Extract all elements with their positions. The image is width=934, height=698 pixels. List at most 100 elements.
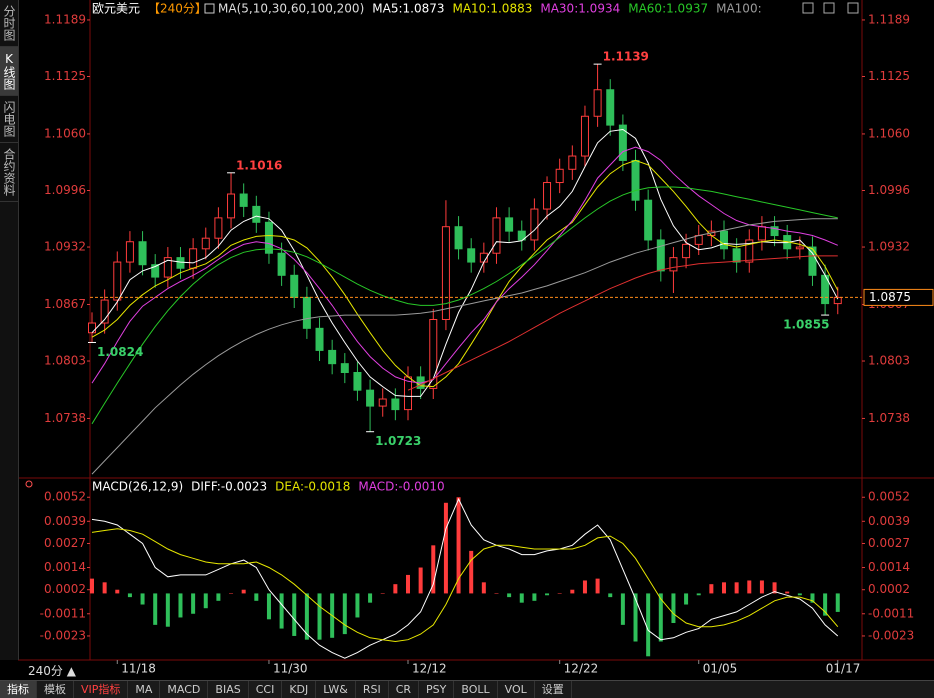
macd-bar <box>406 574 410 594</box>
low-label: 1.0723 <box>375 434 421 448</box>
toolbar-tab[interactable]: 指标 <box>0 681 37 698</box>
macd-bar <box>595 578 600 594</box>
candle-body <box>543 182 552 210</box>
macd-bar <box>671 593 676 624</box>
last-price-box <box>863 288 934 306</box>
y-tick-label: 1.1125 <box>44 69 86 83</box>
macd-line <box>91 497 839 659</box>
candle-body <box>429 318 438 389</box>
ma-line <box>407 255 838 391</box>
indicator-name: MA(5,10,30,60,100,200) <box>218 2 364 16</box>
macd-bar <box>823 593 828 616</box>
toolbar-icon[interactable] <box>802 2 814 14</box>
candle-body <box>88 322 96 334</box>
macd-bar <box>557 593 562 594</box>
macd-bar <box>443 502 448 594</box>
candle-body <box>745 239 754 263</box>
y-tick-label: 1.1125 <box>868 69 910 83</box>
high-label: 1.1139 <box>603 50 649 64</box>
candle-body <box>732 248 741 263</box>
toolbar-tab[interactable]: VOL <box>498 681 535 698</box>
candle-body <box>555 168 564 184</box>
low-label: 1.0855 <box>783 318 829 332</box>
sidebar-tab[interactable]: 闪电图 <box>0 96 18 143</box>
candle-body <box>100 299 109 324</box>
macd-bar <box>646 593 651 657</box>
y-tick-label: 1.0803 <box>44 354 86 368</box>
x-tick-label: 11/30 <box>273 662 308 676</box>
macd-bar <box>380 593 385 594</box>
x-tick-label: 11/18 <box>121 662 156 676</box>
macd-bar <box>317 593 322 640</box>
period-selector[interactable]: 240分 ▲ <box>28 664 76 678</box>
indicator-icon[interactable] <box>25 480 33 488</box>
candle-body <box>302 296 311 329</box>
ma-icon[interactable] <box>204 3 215 14</box>
candle-body <box>656 239 665 272</box>
sidebar-tab[interactable]: 合约资料 <box>0 143 18 202</box>
toolbar-tab[interactable]: PSY <box>419 681 455 698</box>
ma-line <box>91 186 838 425</box>
toolbar-tab[interactable]: 模板 <box>37 681 74 698</box>
candle-body <box>277 252 286 276</box>
y-tick-label: 1.1060 <box>44 126 86 140</box>
y-tick-label: 1.1189 <box>868 12 910 26</box>
candle-body <box>214 217 223 239</box>
toolbar-icon[interactable] <box>823 2 835 14</box>
x-tick-label: 01/17 <box>826 662 861 676</box>
candle-body <box>113 261 122 301</box>
toolbar-tab[interactable]: LW& <box>316 681 356 698</box>
toolbar-tab[interactable]: MACD <box>160 681 209 698</box>
macd-bar <box>722 582 726 594</box>
y-tick-label: 1.0803 <box>868 354 910 368</box>
x-tick-label: 01/05 <box>703 662 738 676</box>
y-tick-label: 0.0052 <box>44 490 86 504</box>
candle-body <box>201 237 210 250</box>
candle-body <box>366 389 375 407</box>
toolbar-tab[interactable]: VIP指标 <box>74 681 129 698</box>
candle-body <box>454 226 463 250</box>
toolbar-tab[interactable]: BIAS <box>208 681 249 698</box>
high-label: 1.1016 <box>236 158 282 172</box>
macd-bar <box>532 593 537 601</box>
candle-body <box>669 257 678 272</box>
candle-body <box>530 208 539 241</box>
macd-bar <box>102 582 107 594</box>
toolbar-tab[interactable]: 设置 <box>535 681 572 698</box>
macd-bar <box>456 497 461 594</box>
ma-line <box>91 146 838 384</box>
macd-bar <box>658 593 663 642</box>
y-tick-label: 0.0039 <box>868 514 910 528</box>
y-tick-label: 0.0014 <box>868 560 910 574</box>
toolbar-tab[interactable]: RSI <box>356 681 389 698</box>
macd-bar <box>633 593 638 642</box>
macd-bar <box>266 593 271 620</box>
candle-body <box>441 226 450 320</box>
candle-body <box>505 217 514 232</box>
toolbar-tab[interactable]: CCI <box>249 681 283 698</box>
macd-bar <box>835 593 840 612</box>
macd-bar <box>759 580 764 594</box>
y-tick-label: 1.1189 <box>44 12 86 26</box>
legend-entry: DEA:-0.0018 <box>275 480 350 494</box>
toolbar-icon[interactable] <box>847 2 859 14</box>
toolbar-tab[interactable]: MA <box>128 681 161 698</box>
sidebar: 分时图 K线图 闪电图 合约资料 <box>0 0 19 660</box>
macd-bar <box>620 593 625 625</box>
legend-entry: MA5:1.0873 <box>372 2 444 16</box>
candle-body <box>618 124 627 161</box>
legend-entry: MA10:1.0883 <box>452 2 532 16</box>
sidebar-tab[interactable]: 分时图 <box>0 0 18 47</box>
last-price-label: 1.0875 <box>869 290 911 304</box>
macd-bar <box>772 582 777 594</box>
toolbar-tab[interactable]: CR <box>389 681 420 698</box>
candle-body <box>378 398 387 407</box>
macd-bar <box>709 584 714 594</box>
ma-line <box>91 218 838 475</box>
y-tick-label: 1.0996 <box>868 183 910 197</box>
toolbar-tab[interactable]: BOLL <box>454 681 498 698</box>
toolbar-tab[interactable]: KDJ <box>282 681 317 698</box>
sidebar-tab[interactable]: K线图 <box>0 47 18 96</box>
